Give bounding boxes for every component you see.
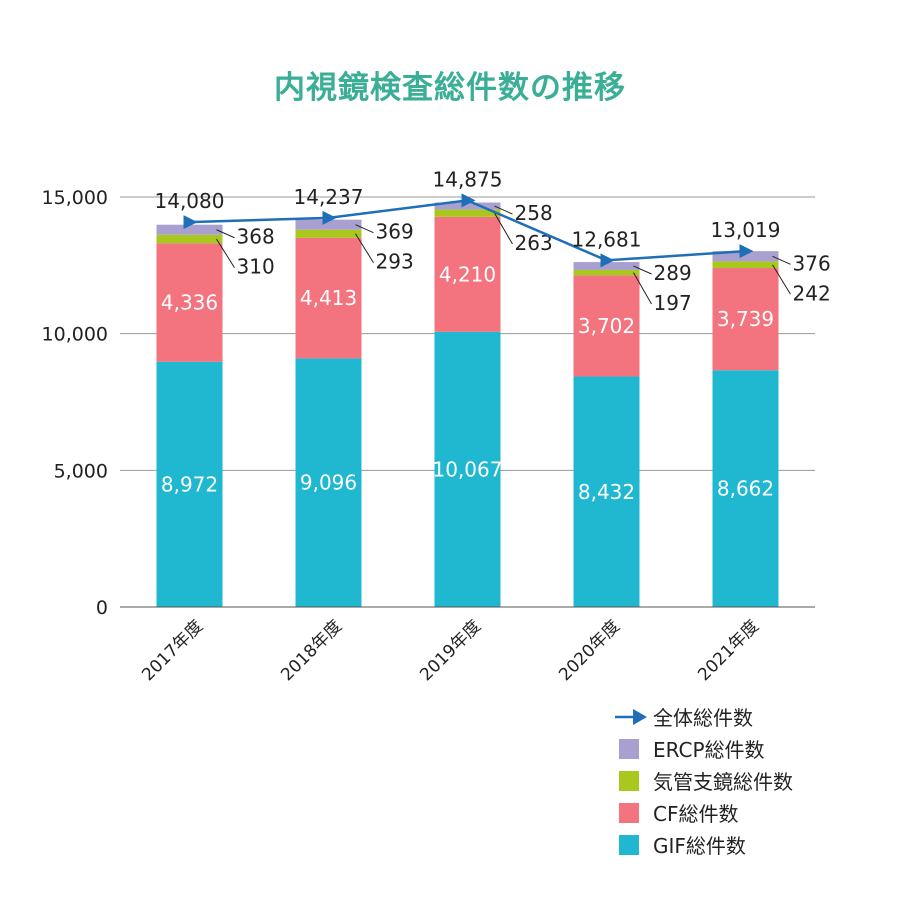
y-tick-label: 5,000	[54, 460, 108, 482]
total-marker	[600, 253, 615, 268]
bar-cf	[295, 237, 362, 359]
chart-title: 内視鏡検査総件数の推移	[274, 70, 626, 106]
bar-ercp	[434, 202, 501, 210]
total-value-label: 14,875	[433, 167, 503, 191]
legend-arrow-swatch	[633, 709, 647, 725]
ercp-value-label: 289	[654, 261, 692, 285]
ercp-value-label: 368	[237, 225, 275, 249]
total-value-label: 13,019	[711, 218, 781, 242]
bar-cf	[712, 268, 779, 371]
total-value-label: 14,080	[155, 189, 225, 213]
bar-bronch	[295, 229, 362, 238]
legend-label: ERCP総件数	[653, 738, 765, 762]
bar-gif	[295, 358, 362, 607]
bar-bronch	[156, 234, 223, 244]
bar-gif	[156, 361, 223, 607]
legend-swatch	[619, 771, 639, 791]
bronch-value-label: 242	[793, 281, 831, 305]
bar-cf	[573, 275, 640, 377]
callout-line	[633, 272, 652, 305]
x-tick-label: 2021年度	[694, 616, 763, 685]
bar-bronch	[573, 269, 640, 276]
ercp-value-label: 369	[376, 220, 414, 244]
callout-line	[216, 229, 235, 239]
bar-gif	[434, 331, 501, 607]
bar-ercp	[712, 251, 779, 262]
segment-value-label: 8,972	[161, 472, 218, 496]
segment-value-label: 3,702	[578, 314, 635, 338]
segment-value-label: 10,067	[433, 457, 503, 481]
segment-value-label: 3,739	[717, 307, 774, 331]
bar-ercp	[295, 219, 362, 230]
segment-value-label: 8,432	[578, 480, 635, 504]
y-tick-label: 0	[96, 597, 108, 619]
bronch-value-label: 197	[654, 291, 692, 315]
total-value-label: 14,237	[294, 185, 364, 209]
legend-label: 全体総件数	[653, 706, 753, 730]
total-marker	[322, 210, 337, 225]
callout-line	[494, 212, 513, 245]
callout-line	[494, 205, 513, 215]
callout-line	[633, 265, 652, 275]
ercp-value-label: 376	[793, 251, 831, 275]
bar-gif	[573, 376, 640, 607]
total-value-label: 12,681	[572, 227, 642, 251]
bar-bronch	[434, 209, 501, 217]
segment-value-label: 4,210	[439, 262, 496, 286]
segment-value-label: 8,662	[717, 477, 774, 501]
y-tick-label: 15,000	[42, 187, 108, 209]
bronch-value-label: 293	[376, 250, 414, 274]
bar-bronch	[712, 261, 779, 269]
segment-value-label: 9,096	[300, 471, 357, 495]
legend-label: GIF総件数	[653, 834, 746, 858]
callout-line	[772, 264, 791, 295]
bar-cf	[156, 243, 223, 362]
legend-label: CF総件数	[653, 802, 738, 826]
total-marker	[461, 193, 476, 208]
callout-line	[216, 238, 235, 269]
callout-line	[355, 233, 374, 263]
x-tick-label: 2019年度	[416, 616, 485, 685]
legend-swatch	[619, 835, 639, 855]
x-tick-label: 2018年度	[277, 616, 346, 685]
x-tick-label: 2017年度	[138, 616, 207, 685]
callout-line	[772, 255, 791, 265]
legend-swatch	[619, 803, 639, 823]
bronch-value-label: 310	[237, 255, 275, 279]
ercp-value-label: 258	[515, 201, 553, 225]
total-marker	[183, 215, 198, 230]
bar-ercp	[156, 224, 223, 235]
bar-gif	[712, 370, 779, 607]
x-tick-label: 2020年度	[555, 616, 624, 685]
segment-value-label: 4,413	[300, 286, 357, 310]
bar-cf	[434, 216, 501, 332]
callout-line	[355, 224, 374, 234]
segment-value-label: 4,336	[161, 291, 218, 315]
legend-label: 気管支鏡総件数	[653, 770, 793, 794]
bar-ercp	[573, 262, 640, 270]
y-tick-label: 10,000	[42, 324, 108, 346]
total-marker	[739, 244, 754, 259]
legend-swatch	[619, 739, 639, 759]
